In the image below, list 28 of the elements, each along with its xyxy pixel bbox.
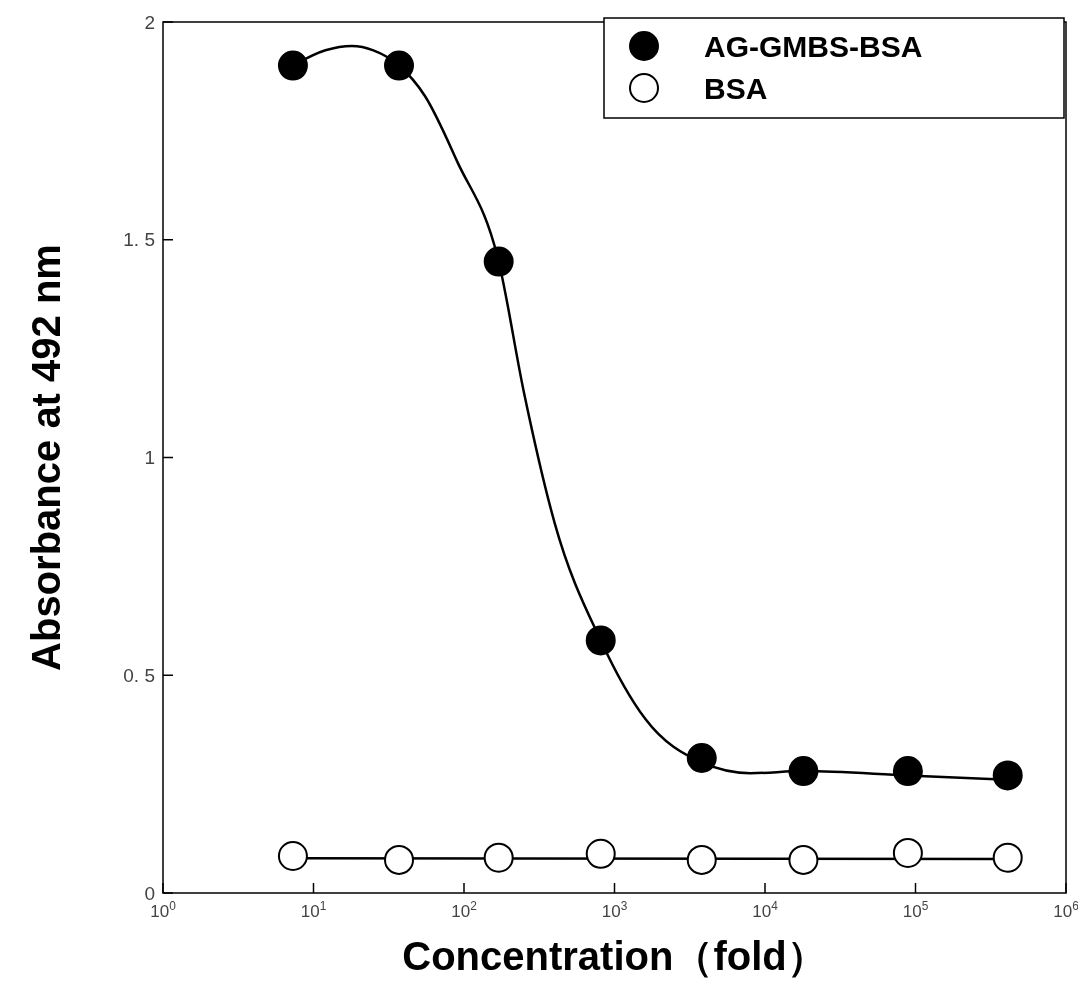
- y-tick-label: 1. 5: [123, 229, 155, 251]
- point: [585, 625, 616, 656]
- legend-label: BSA: [704, 71, 768, 105]
- point: [686, 743, 717, 773]
- point: [992, 842, 1023, 873]
- y-tick-label: 0. 5: [123, 664, 155, 686]
- point: [788, 844, 819, 875]
- point: [585, 838, 616, 869]
- y-tick-label: 1: [144, 447, 155, 469]
- y-tick-label: 2: [144, 11, 155, 33]
- x-tick-label: 10$^{4}$: [752, 899, 779, 921]
- point: [483, 246, 514, 277]
- x-tick-label: 10$^{2}$: [451, 899, 478, 921]
- point: [992, 760, 1023, 791]
- x-axis-title: Concentration（fold）: [402, 934, 827, 978]
- point: [277, 50, 308, 81]
- x-tick-label: 10$^{3}$: [601, 899, 628, 921]
- point: [483, 842, 514, 873]
- x-tick-label: 10$^{5}$: [902, 899, 929, 921]
- point: [277, 840, 308, 871]
- point: [892, 837, 923, 868]
- point: [892, 756, 923, 787]
- point: [788, 756, 819, 787]
- y-axis-title: Absorbance at 492 nm: [24, 244, 68, 671]
- x-tick-label: 10$^{1}$: [300, 899, 327, 921]
- legend-label: AG-GMBS-BSA: [704, 29, 923, 63]
- x-tick-label: 10$^{6}$: [1053, 899, 1080, 921]
- point: [686, 844, 717, 875]
